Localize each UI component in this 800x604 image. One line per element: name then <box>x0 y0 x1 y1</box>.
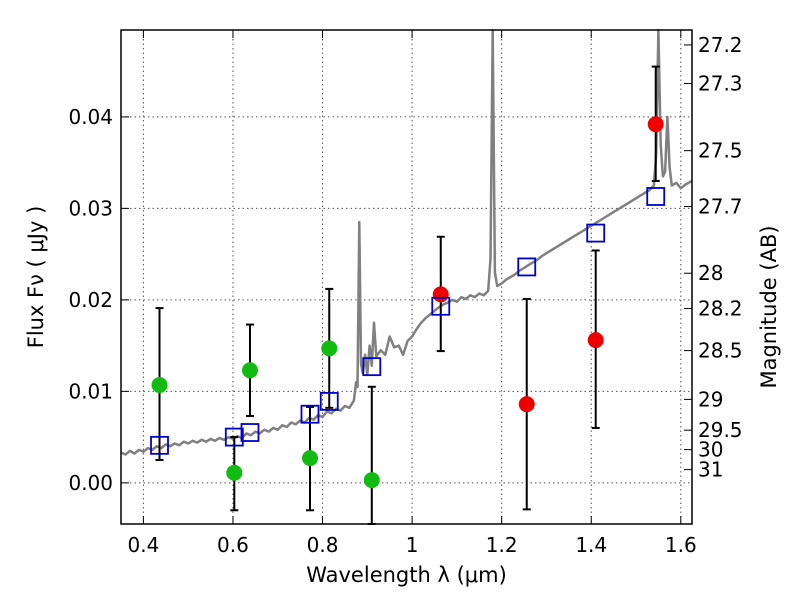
x-tick-label: 1 <box>406 533 419 557</box>
model-square-point <box>646 187 666 206</box>
right-tick-label: 28.5 <box>698 339 743 363</box>
y-axis-title: Flux Fν ( μJy ) <box>24 206 48 349</box>
right-tick-label: 29.5 <box>698 418 743 442</box>
data-points-layer <box>150 116 666 489</box>
right-tick-label: 28.2 <box>698 297 743 321</box>
right-tick-label: 28 <box>698 261 723 285</box>
model-spectrum-layer <box>120 28 693 456</box>
right-tick-label: 27.3 <box>698 71 743 95</box>
error-bars-layer <box>155 65 660 525</box>
green-circle-point <box>301 450 318 467</box>
x-tick-label: 1.2 <box>486 533 518 557</box>
green-circle-point <box>151 376 168 393</box>
y-tick-label: 0.04 <box>68 105 113 129</box>
green-circle-point <box>226 464 243 481</box>
right-tick-label: 31 <box>698 458 723 482</box>
model-square-point <box>517 257 537 277</box>
right-tick-label: 29 <box>698 387 723 411</box>
green-circle-point <box>241 362 258 379</box>
model-spectrum-line <box>120 28 693 456</box>
y-tick-label: 0.02 <box>68 288 113 312</box>
tick-labels: 0.4 0.6 0.8 1 1.2 1.4 1.6 0.00 0.01 0.02 0.03 0.04 2… <box>68 33 742 557</box>
plot-frame <box>120 29 693 525</box>
y-tick-label: 0.00 <box>68 471 113 495</box>
x-axis-title: Wavelength λ (μm) <box>306 563 507 587</box>
axis-ticks <box>121 30 692 524</box>
green-circle-point <box>321 340 338 357</box>
x-tick-label: 0.8 <box>307 533 339 557</box>
model-square-point <box>240 423 260 442</box>
red-circle-point <box>587 332 604 349</box>
model-square-point <box>224 427 244 447</box>
right-tick-label: 30 <box>698 438 723 462</box>
y-tick-label: 0.01 <box>68 379 113 403</box>
right-tick-label: 27.5 <box>698 139 743 163</box>
x-tick-label: 1.6 <box>665 533 697 557</box>
x-tick-label: 0.4 <box>127 533 159 557</box>
red-circle-point <box>432 286 449 303</box>
right-tick-label: 27.2 <box>698 33 743 57</box>
x-tick-label: 0.6 <box>217 533 249 557</box>
model-square-point <box>150 435 169 455</box>
right-axis-title: Magnitude (AB) <box>757 225 781 388</box>
model-square-point <box>319 392 339 411</box>
red-circle-point <box>518 396 535 413</box>
right-tick-label: 27.7 <box>698 195 743 219</box>
model-square-point <box>431 296 451 316</box>
x-tick-label: 1.4 <box>575 533 607 557</box>
y-tick-label: 0.03 <box>68 196 113 220</box>
green-circle-point <box>363 472 380 489</box>
model-square-point <box>586 223 606 243</box>
grid-lines <box>121 30 692 524</box>
model-square-point <box>362 357 382 377</box>
model-square-point <box>300 404 320 424</box>
red-circle-point <box>647 116 664 133</box>
